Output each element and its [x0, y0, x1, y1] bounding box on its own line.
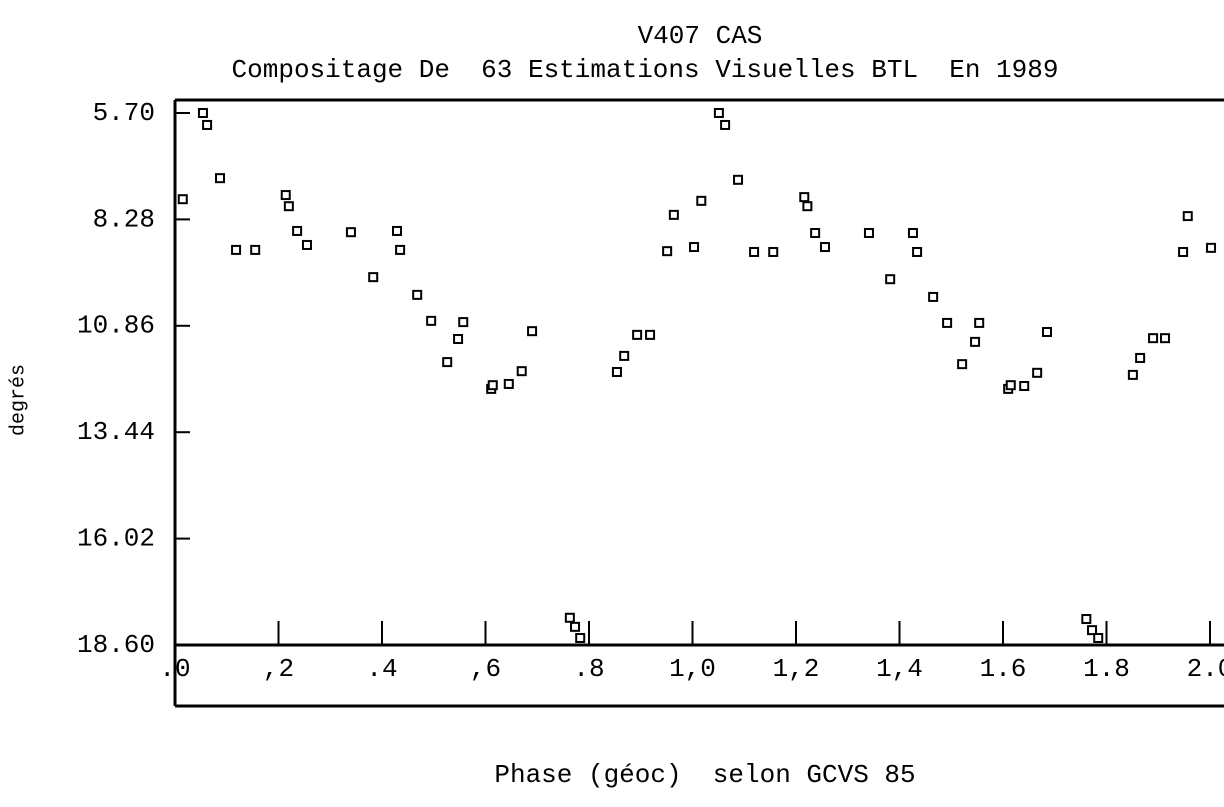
data-point: [197, 108, 208, 118]
x-tick-label: 2.0: [1187, 654, 1224, 684]
x-tick-label: ,6: [470, 654, 501, 684]
data-point: [1041, 326, 1052, 337]
data-point: [250, 244, 261, 255]
chart-title: V407 CAS: [638, 21, 763, 51]
data-point: [516, 366, 527, 377]
data-point: [1135, 352, 1146, 363]
y-tick-label: 5.70: [93, 98, 155, 128]
data-point: [720, 119, 731, 130]
data-point: [819, 242, 830, 253]
data-point: [527, 326, 538, 337]
data-point: [1127, 369, 1138, 380]
data-point: [564, 612, 575, 623]
y-tick-label: 16.02: [77, 523, 155, 553]
data-point: [799, 192, 810, 203]
data-point: [292, 225, 303, 236]
y-tick-label: 10.86: [77, 311, 155, 341]
x-tick-label: 1,0: [669, 654, 716, 684]
data-point: [1159, 333, 1170, 344]
data-point: [928, 291, 939, 302]
data-point: [733, 174, 744, 185]
y-tick-label: 13.44: [77, 417, 155, 447]
data-point: [442, 357, 453, 368]
data-point: [1032, 367, 1043, 378]
data-point: [907, 228, 918, 239]
data-point: [768, 246, 779, 257]
data-point: [368, 272, 379, 283]
data-point: [426, 315, 437, 326]
data-point: [645, 329, 656, 340]
data-point: [1005, 380, 1016, 391]
data-point: [1087, 625, 1098, 636]
data-point: [177, 194, 188, 205]
data-point: [1081, 614, 1092, 625]
data-point: [231, 244, 242, 255]
x-tick-label: .8: [573, 654, 604, 684]
data-point: [283, 201, 294, 212]
data-point: [301, 239, 312, 250]
data-point: [942, 317, 953, 328]
data-point: [957, 359, 968, 370]
data-point: [689, 242, 700, 253]
data-point: [713, 108, 724, 118]
data-point: [970, 336, 981, 347]
data-point: [570, 621, 581, 632]
x-tick-label: 1,4: [876, 654, 923, 684]
data-point: [696, 195, 707, 206]
data-point: [749, 246, 760, 257]
data-point: [810, 228, 821, 239]
data-point: [575, 632, 586, 643]
data-point: [662, 246, 673, 257]
x-tick-label: 1.6: [980, 654, 1027, 684]
x-tick-label: 1,2: [773, 654, 820, 684]
x-tick-label: .4: [366, 654, 397, 684]
data-point: [1148, 333, 1159, 344]
data-point: [412, 289, 423, 300]
data-point: [885, 274, 896, 285]
data-point: [863, 228, 874, 239]
data-point: [392, 225, 403, 236]
data-point: [453, 333, 464, 344]
data-point: [619, 350, 630, 361]
data-point: [395, 244, 406, 255]
data-point: [802, 201, 813, 212]
y-tick-label: 8.28: [93, 204, 155, 234]
data-point: [487, 380, 498, 391]
data-point: [632, 329, 643, 340]
data-point: [503, 378, 514, 389]
data-point: [912, 246, 923, 257]
x-axis-label: Phase (géoc) selon GCVS 85: [494, 760, 915, 790]
data-point: [1182, 211, 1193, 222]
y-tick-label: 18.60: [77, 630, 155, 660]
data-point: [1206, 242, 1217, 253]
data-point: [345, 227, 356, 238]
x-tick-label: .0: [159, 654, 190, 684]
y-axis-label: degrés: [7, 364, 30, 436]
data-point: [611, 366, 622, 377]
data-point: [280, 190, 291, 201]
data-point: [1019, 381, 1030, 392]
data-point: [1093, 632, 1104, 643]
chart-subtitle: Compositage De 63 Estimations Visuelles …: [232, 55, 1059, 85]
data-point: [668, 209, 679, 220]
data-point: [458, 317, 469, 328]
x-tick-label: 1.8: [1083, 654, 1130, 684]
data-point: [202, 119, 213, 130]
data-point: [215, 173, 226, 184]
data-point: [974, 317, 985, 328]
data-point: [1178, 246, 1189, 257]
x-tick-label: ,2: [263, 654, 294, 684]
